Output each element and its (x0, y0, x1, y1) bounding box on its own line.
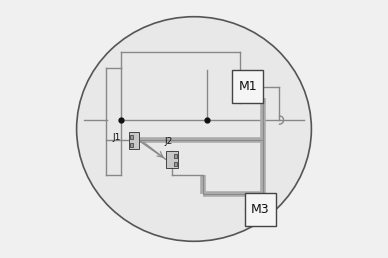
Ellipse shape (76, 17, 312, 241)
FancyBboxPatch shape (166, 151, 178, 168)
FancyBboxPatch shape (130, 135, 133, 139)
FancyBboxPatch shape (174, 154, 177, 158)
Text: M3: M3 (251, 203, 270, 216)
Text: M1: M1 (238, 80, 257, 93)
Text: J2: J2 (165, 137, 173, 146)
Text: J1: J1 (113, 133, 121, 142)
FancyBboxPatch shape (245, 193, 275, 226)
FancyBboxPatch shape (130, 142, 133, 147)
FancyBboxPatch shape (129, 132, 139, 149)
FancyBboxPatch shape (232, 70, 263, 103)
FancyBboxPatch shape (174, 162, 177, 166)
